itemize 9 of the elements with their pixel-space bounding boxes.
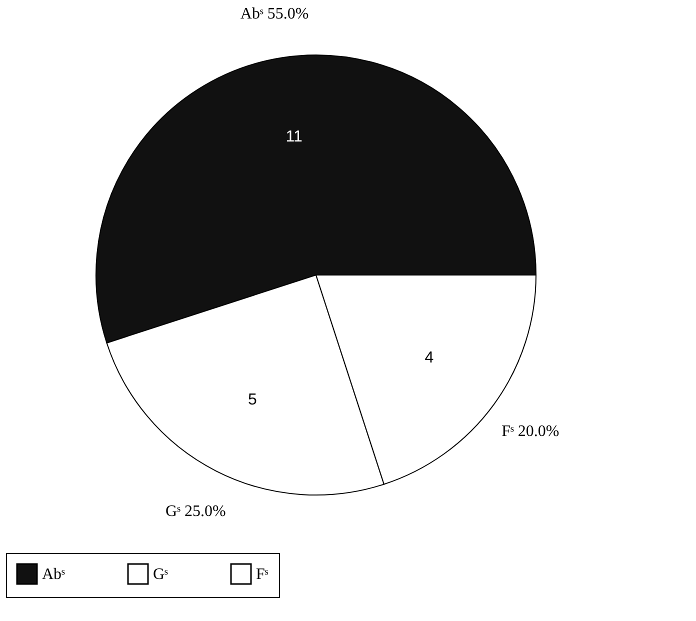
data-label: 11	[286, 128, 303, 146]
legend-label: Fˢ	[256, 566, 269, 583]
category-label: Fˢ 20.0%	[502, 422, 560, 440]
category-label: Gˢ 25.0%	[166, 503, 226, 520]
category-label: Abˢ 55.0%	[240, 5, 309, 22]
legend-label: Gˢ	[153, 566, 169, 583]
data-label: 5	[248, 392, 257, 409]
legend-label: Abˢ	[42, 566, 66, 583]
data-label: 4	[424, 349, 434, 366]
